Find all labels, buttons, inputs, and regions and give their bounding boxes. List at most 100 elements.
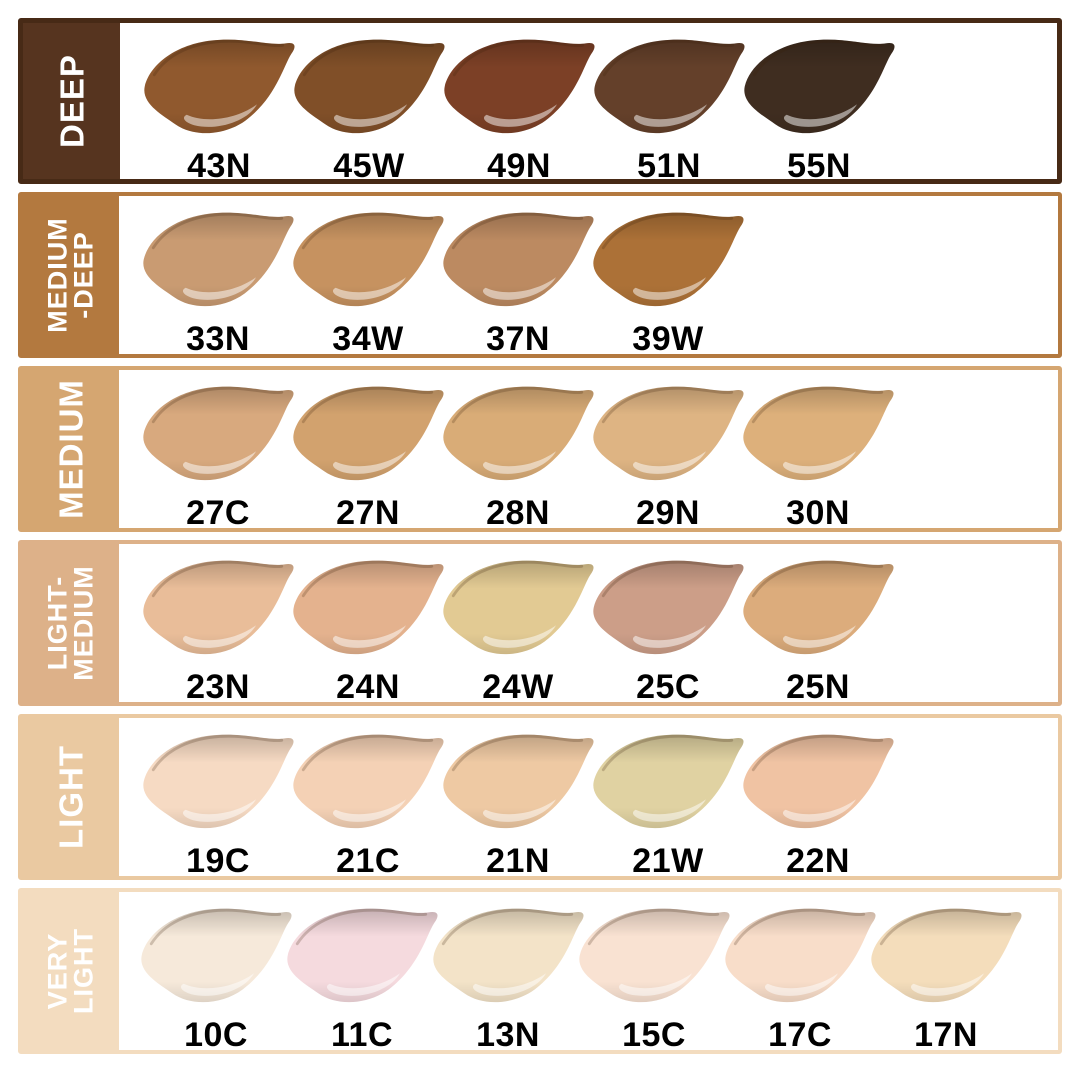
- foundation-smear-icon: [293, 386, 444, 481]
- swatch-area: 27C 27N 28N 29N: [119, 370, 1058, 528]
- foundation-smear-icon: [593, 734, 744, 829]
- swatch-area: 10C 11C 13N 15C: [119, 892, 1058, 1050]
- shade-row-very-light: VERY LIGHT 10C 11C 13N: [18, 888, 1062, 1054]
- shade-code-label: 43N: [187, 147, 251, 179]
- category-label: LIGHT- MEDIUM: [41, 565, 98, 681]
- category-sidebar: MEDIUM -DEEP: [22, 196, 119, 354]
- category-sidebar: LIGHT: [22, 718, 119, 876]
- shade-swatch: 11C: [287, 900, 438, 1050]
- shade-code-label: 27C: [186, 494, 250, 528]
- shade-code-label: 33N: [186, 320, 250, 354]
- category-sidebar: LIGHT- MEDIUM: [22, 544, 119, 702]
- category-label: LIGHT: [51, 745, 89, 849]
- shade-swatch: 45W: [294, 31, 445, 179]
- shade-swatch: 24N: [293, 552, 444, 702]
- shade-code-label: 21W: [632, 842, 704, 876]
- foundation-smear-icon: [293, 560, 444, 655]
- shade-row-deep: DEEP 43N 45W 49N: [18, 18, 1062, 184]
- shade-code-label: 13N: [476, 1016, 540, 1050]
- shade-swatch: 10C: [141, 900, 292, 1050]
- shade-swatch: 23N: [143, 552, 294, 702]
- shade-swatch: 17N: [871, 900, 1022, 1050]
- category-label: DEEP: [52, 54, 90, 148]
- shade-code-label: 11C: [331, 1016, 393, 1050]
- shade-swatch: 19C: [143, 726, 294, 876]
- foundation-smear-icon: [143, 734, 294, 829]
- shade-code-label: 25C: [636, 668, 700, 702]
- shade-swatch: 21N: [443, 726, 594, 876]
- foundation-smear-icon: [293, 212, 444, 307]
- shade-swatch: 27C: [143, 378, 294, 528]
- foundation-smear-icon: [144, 39, 295, 134]
- shade-code-label: 23N: [186, 668, 250, 702]
- shade-swatch: 55N: [744, 31, 895, 179]
- foundation-smear-icon: [743, 560, 894, 655]
- shade-swatch: 25N: [743, 552, 894, 702]
- shade-swatch: 29N: [593, 378, 744, 528]
- shade-code-label: 15C: [622, 1016, 686, 1050]
- shade-swatch: 30N: [743, 378, 894, 528]
- shade-swatch: 15C: [579, 900, 730, 1050]
- swatch-area: 19C 21C 21N 21W: [119, 718, 1058, 876]
- foundation-smear-icon: [443, 560, 594, 655]
- shade-swatch: 28N: [443, 378, 594, 528]
- foundation-smear-icon: [594, 39, 745, 134]
- shade-code-label: 39W: [632, 320, 704, 354]
- shade-code-label: 21C: [336, 842, 400, 876]
- category-sidebar: MEDIUM: [22, 370, 119, 528]
- foundation-smear-icon: [593, 212, 744, 307]
- shade-swatch: 27N: [293, 378, 444, 528]
- foundation-smear-icon: [143, 560, 294, 655]
- shade-code-label: 45W: [333, 147, 405, 179]
- shade-code-label: 55N: [787, 147, 851, 179]
- shade-swatch: 13N: [433, 900, 584, 1050]
- swatch-area: 43N 45W 49N 51N: [120, 23, 1057, 179]
- foundation-smear-icon: [871, 908, 1022, 1003]
- shade-code-label: 29N: [636, 494, 700, 528]
- shade-swatch: 39W: [593, 204, 744, 354]
- foundation-smear-icon: [143, 386, 294, 481]
- shade-code-label: 51N: [637, 147, 701, 179]
- shade-swatch: 21C: [293, 726, 444, 876]
- category-sidebar: VERY LIGHT: [22, 892, 119, 1050]
- shade-swatch: 43N: [144, 31, 295, 179]
- foundation-smear-icon: [443, 212, 594, 307]
- foundation-smear-icon: [593, 386, 744, 481]
- shade-swatch: 24W: [443, 552, 594, 702]
- category-label: VERY LIGHT: [41, 928, 98, 1014]
- shade-code-label: 22N: [786, 842, 850, 876]
- shade-code-label: 21N: [486, 842, 550, 876]
- category-label: MEDIUM: [51, 379, 89, 519]
- shade-row-medium: MEDIUM 27C 27N 28N: [18, 366, 1062, 532]
- shade-code-label: 17N: [914, 1016, 978, 1050]
- shade-swatch: 51N: [594, 31, 745, 179]
- shade-swatch: 21W: [593, 726, 744, 876]
- shade-swatch: 33N: [143, 204, 294, 354]
- shade-swatch: 22N: [743, 726, 894, 876]
- shade-code-label: 34W: [332, 320, 404, 354]
- shade-code-label: 27N: [336, 494, 400, 528]
- foundation-smear-icon: [143, 212, 294, 307]
- shade-swatch: 49N: [444, 31, 595, 179]
- swatch-area: 23N 24N 24W 25C: [119, 544, 1058, 702]
- shade-row-light: LIGHT 19C 21C 21N: [18, 714, 1062, 880]
- shade-swatch: 25C: [593, 552, 744, 702]
- shade-code-label: 24N: [336, 668, 400, 702]
- shade-code-label: 49N: [487, 147, 551, 179]
- foundation-smear-icon: [293, 734, 444, 829]
- shade-code-label: 24W: [482, 668, 554, 702]
- shade-code-label: 37N: [486, 320, 550, 354]
- shade-code-label: 17C: [768, 1016, 832, 1050]
- shade-swatch: 37N: [443, 204, 594, 354]
- shade-code-label: 10C: [184, 1016, 248, 1050]
- foundation-smear-icon: [743, 734, 894, 829]
- foundation-smear-icon: [443, 734, 594, 829]
- shade-swatch: 17C: [725, 900, 876, 1050]
- shade-code-label: 30N: [786, 494, 850, 528]
- foundation-smear-icon: [743, 386, 894, 481]
- shade-code-label: 25N: [786, 668, 850, 702]
- category-label: MEDIUM -DEEP: [41, 217, 98, 333]
- shade-swatch: 34W: [293, 204, 444, 354]
- shade-row-light-medium: LIGHT- MEDIUM 23N 24N 24W: [18, 540, 1062, 706]
- category-sidebar: DEEP: [23, 23, 120, 179]
